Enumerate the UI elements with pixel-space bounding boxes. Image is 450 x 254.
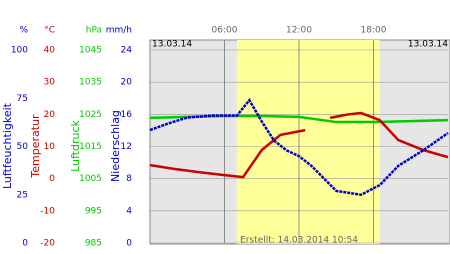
y-tick-label: 1035 bbox=[79, 78, 102, 88]
y-tick-label: 1005 bbox=[79, 174, 102, 184]
axis-unit: °C bbox=[44, 26, 55, 36]
axis-title: Luftdruck bbox=[69, 119, 82, 171]
y-tick-label: 20 bbox=[44, 110, 56, 120]
daylight bbox=[236, 40, 380, 244]
y-tick-label: 985 bbox=[85, 239, 102, 249]
date: 13.03.14 bbox=[408, 40, 448, 50]
y-tick-label: 1015 bbox=[79, 142, 102, 152]
y-tick-label: 0 bbox=[126, 239, 132, 249]
y-tick-label: -20 bbox=[40, 239, 55, 249]
y-tick-label: 24 bbox=[121, 46, 133, 56]
y-tick-label: 40 bbox=[44, 46, 56, 56]
axis-unit: mm/h bbox=[106, 26, 132, 36]
y-tick-label: 30 bbox=[44, 78, 56, 88]
y-tick-label: 8 bbox=[126, 174, 132, 184]
axis-title: Temperatur bbox=[29, 114, 42, 179]
axis-unit: hPa bbox=[86, 26, 102, 36]
series-line bbox=[149, 111, 449, 179]
y-tick-label: -10 bbox=[40, 206, 55, 216]
date: 13.03.14 bbox=[152, 40, 192, 50]
y-tick-label: 25 bbox=[17, 190, 28, 200]
x-tick-label: 06:00 bbox=[212, 26, 238, 36]
axis-title: Luftfeuchtigkeit bbox=[1, 102, 14, 189]
y-tick-label: 0 bbox=[22, 239, 28, 249]
footer: Erstellt: 14.03.2014 10:54 bbox=[240, 236, 358, 246]
axis-unit: % bbox=[19, 26, 28, 36]
y-tick-label: 10 bbox=[44, 142, 56, 152]
series-line bbox=[149, 97, 449, 197]
axis-title: Niederschlag bbox=[109, 110, 122, 182]
y-tick-label: 12 bbox=[121, 142, 132, 152]
y-tick-label: 16 bbox=[121, 110, 133, 120]
y-tick-label: 100 bbox=[11, 46, 28, 56]
y-tick-label: 4 bbox=[126, 206, 132, 216]
y-tick-label: 75 bbox=[17, 94, 28, 104]
y-tick-label: 50 bbox=[17, 142, 29, 152]
y-tick-label: 995 bbox=[85, 206, 102, 216]
y-tick-label: 1025 bbox=[79, 110, 102, 120]
y-tick-label: 1045 bbox=[79, 46, 102, 56]
series-line bbox=[149, 114, 449, 124]
y-tick-label: 20 bbox=[121, 78, 133, 88]
x-tick-label: 18:00 bbox=[361, 26, 387, 36]
x-tick-label: 12:00 bbox=[286, 26, 312, 36]
y-tick-label: 0 bbox=[49, 174, 55, 184]
